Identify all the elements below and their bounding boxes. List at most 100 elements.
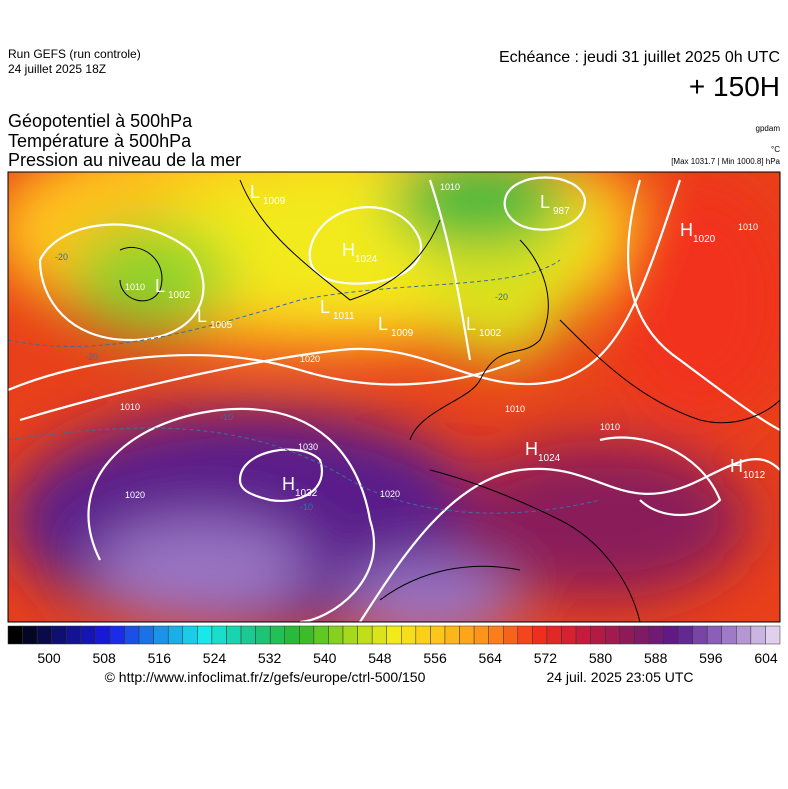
colorbar-cell: [590, 625, 606, 645]
contour-label: 1010: [125, 282, 145, 292]
valid-time: Echéance : jeudi 31 juillet 2025 0h UTC: [499, 49, 780, 66]
pressure-center-value: 1020: [693, 234, 716, 245]
colorbar-cell: [299, 625, 315, 645]
colorbar-tick-label: 556: [423, 650, 447, 666]
pressure-center-value: 1009: [391, 328, 414, 339]
field-name: Géopotentiel à 500hPa: [8, 111, 193, 131]
pressure-center-value: 1011: [333, 311, 355, 322]
coastlines: [119, 179, 780, 622]
colorbar-cell: [502, 625, 519, 645]
colorbar-tick-label: 516: [148, 650, 172, 666]
pressure-center-type: H: [282, 474, 295, 494]
pressure-center-type: L: [197, 306, 207, 326]
colorbar-cell: [66, 625, 82, 645]
colorbar-cell: [80, 625, 96, 645]
colorbar-cell: [357, 625, 373, 645]
isobars: [8, 176, 780, 622]
colorbar-cell: [313, 625, 329, 645]
colorbar-tick-label: 500: [37, 650, 61, 666]
colorbar-cell: [634, 625, 650, 645]
colorbar-cell: [750, 625, 766, 645]
contour-label: 1020: [380, 489, 400, 499]
pressure-center-type: L: [378, 314, 388, 334]
contour-label: 1010: [738, 222, 758, 232]
pressure-center-value: 1024: [355, 254, 378, 265]
pressure-center-value: 1024: [538, 453, 561, 464]
extremes: [Max 1031.7 | Min 1000.8] hPa: [671, 157, 780, 166]
colorbar-tick-label: 508: [92, 650, 116, 666]
colorbar-cell: [36, 625, 52, 645]
colorbar-tick-label: 564: [479, 650, 503, 666]
contour-label: -20: [55, 252, 68, 262]
lead-time: + 150H: [689, 71, 780, 102]
colorbar-cell: [167, 625, 184, 645]
colorbar-tick-label: 540: [313, 650, 337, 666]
colorbar-tick-label: 524: [203, 650, 227, 666]
run-label: Run GEFS (run controle): [8, 47, 141, 61]
pressure-center-value: 1032: [295, 488, 318, 499]
colorbar-cell: [328, 625, 344, 645]
colorbar-cell: [692, 625, 708, 645]
pressure-center-value: 987: [553, 206, 570, 217]
source: © http://www.infoclimat.fr/z/gefs/europe…: [105, 669, 426, 685]
unit-label: gpdam: [756, 124, 781, 133]
pressure-center-value: 1012: [743, 470, 766, 481]
colorbar-cell: [459, 625, 475, 645]
colorbar-cell: [226, 625, 242, 645]
colorbar-cell: [561, 625, 577, 645]
pressure-center-type: L: [466, 314, 476, 334]
isotherms: [8, 259, 601, 514]
colorbar-cell: [736, 625, 752, 645]
contour-label: 1010: [600, 422, 620, 432]
colorbar-cell: [386, 625, 402, 645]
colorbar-cell: [51, 625, 67, 645]
colorbar-cell: [575, 625, 591, 645]
contour-label: 1010: [440, 182, 460, 192]
contour-label: 1020: [300, 354, 320, 364]
colorbar-cell: [109, 625, 125, 645]
colorbar-tick-label: 604: [754, 650, 778, 666]
colorbar-cell: [473, 625, 489, 645]
colorbar: 500 508 516 524 532 540 548 556 564 572 580 588 596 6…: [7, 625, 781, 666]
contour-label: -20: [495, 292, 508, 302]
colorbar-cell: [371, 625, 387, 645]
colorbar-cell: [255, 625, 271, 645]
pressure-center-type: H: [730, 456, 743, 476]
contour-label: -10: [300, 502, 313, 512]
colorbar-tick-label: 588: [644, 650, 668, 666]
colorbar-cell: [124, 625, 140, 645]
colorbar-cell: [22, 625, 38, 645]
pressure-center-value: 1009: [263, 196, 286, 207]
contour-label: 1030: [298, 442, 318, 452]
colorbar-cell: [619, 625, 635, 645]
colorbar-cell: [677, 625, 693, 645]
colorbar-cell: [765, 625, 781, 645]
colorbar-cell: [284, 625, 300, 645]
colorbar-tick-label: 572: [534, 650, 558, 666]
colorbar-tick-label: 548: [368, 650, 392, 666]
colorbar-cell: [415, 625, 431, 645]
field-name: Pression au niveau de la mer: [8, 150, 241, 170]
colorbar-cell: [269, 625, 286, 645]
colorbar-tick-label: 532: [258, 650, 282, 666]
colorbar-cell: [401, 625, 417, 645]
colorbar-cell: [663, 625, 679, 645]
pressure-center-type: L: [250, 182, 260, 202]
contour-label: -20: [85, 352, 98, 362]
colorbar-cell: [546, 625, 562, 645]
colorbar-cell: [444, 625, 460, 645]
pressure-center-type: H: [342, 240, 355, 260]
colorbar-cell: [7, 625, 23, 645]
run-date: 24 juillet 2025 18Z: [8, 62, 106, 76]
colorbar-cell: [430, 625, 446, 645]
colorbar-cell: [197, 625, 213, 645]
pressure-center-type: H: [680, 220, 693, 240]
pressure-center-value: 1005: [210, 320, 233, 331]
colorbar-cell: [517, 625, 533, 645]
colorbar-cell: [240, 625, 256, 645]
pressure-center-value: 1002: [168, 290, 191, 301]
pressure-center-type: L: [540, 192, 550, 212]
contour-label: -10: [220, 412, 233, 422]
contour-label: 1010: [120, 402, 140, 412]
